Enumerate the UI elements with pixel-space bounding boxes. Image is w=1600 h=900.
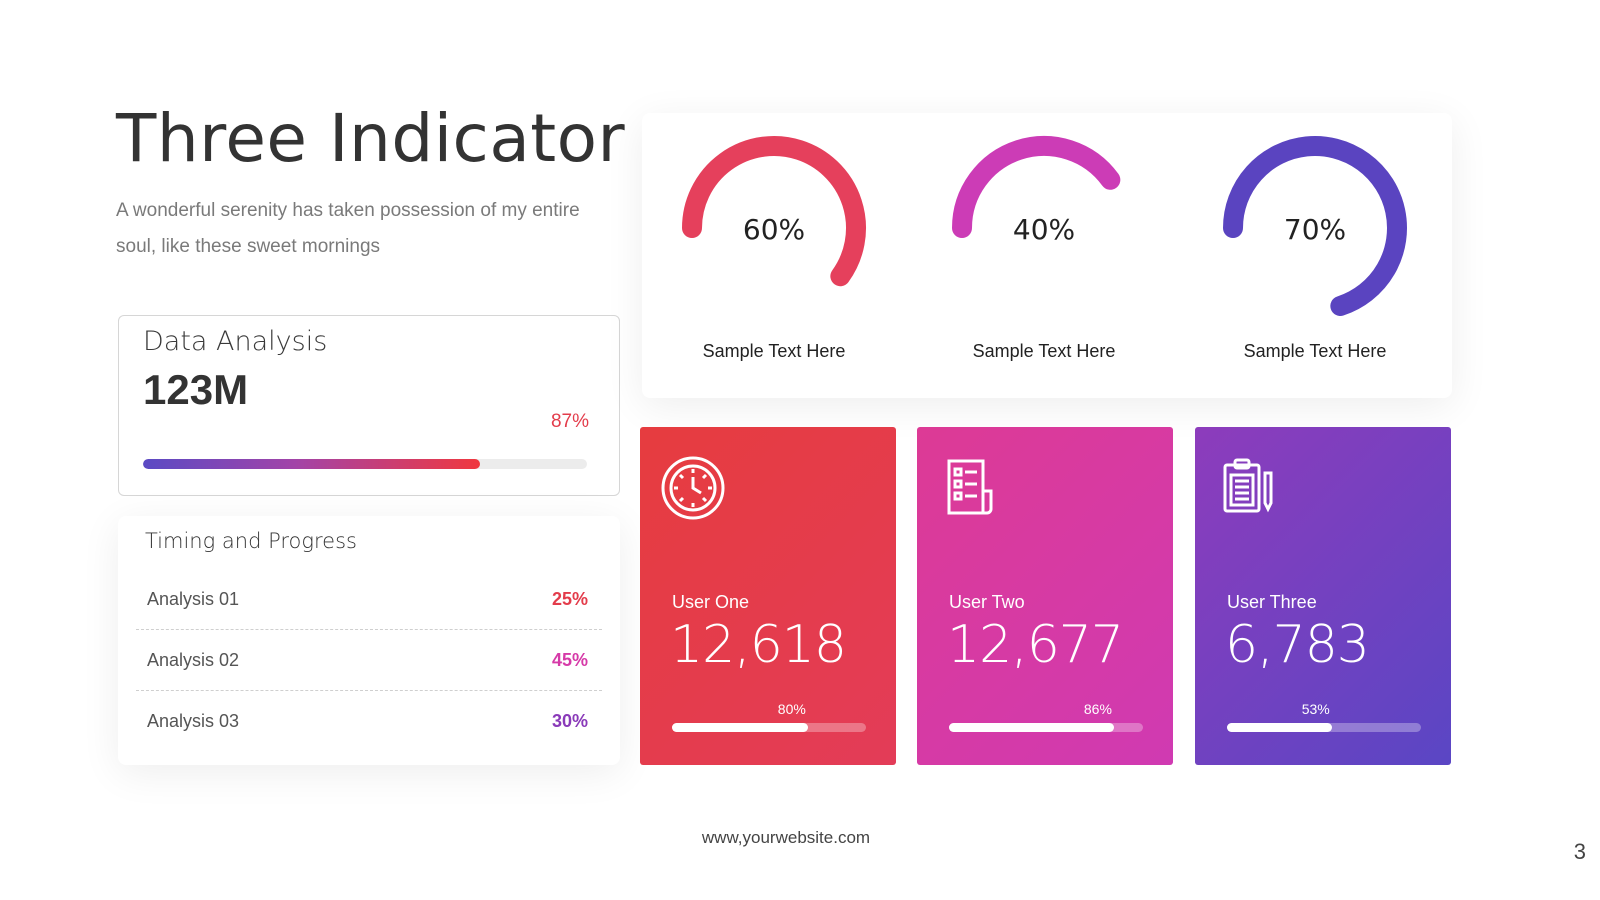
data-analysis-value: 123M [143,366,249,413]
gauge-2: 40% Sample Text Here [929,113,1159,398]
timing-row-name: Analysis 02 [147,650,240,670]
data-analysis-card: Data Analysis 123M 87% [118,315,620,496]
user-card-three: User Three 6,783 53% [1195,427,1451,765]
gauge-caption: Sample Text Here [1243,341,1387,361]
timing-row-value: 25% [551,589,588,609]
timing-row: Analysis 02 45% [136,631,602,691]
data-analysis-progress-track [143,459,587,469]
user-progress-track [949,723,1143,732]
timing-progress-card: Timing and Progress Analysis 01 25% Anal… [118,516,620,765]
checklist-icon [937,455,1003,521]
data-analysis-progress-fill [143,459,481,469]
gauge-arc [682,136,866,287]
timing-row: Analysis 03 30% [136,691,602,751]
user-progress-track [672,723,866,732]
gauge-ring [952,136,1121,238]
gauge-value: 70% [1283,213,1347,246]
gauge-arc [1223,136,1407,316]
clock-icon [660,455,726,521]
user-name: User Three [1227,592,1317,612]
user-name: User One [672,592,750,612]
user-card-two: User Two 12,677 86% [917,427,1173,765]
user-progress-fill [672,723,808,732]
gauge-1: 60% Sample Text Here [659,113,889,398]
data-analysis-percent: 87% [550,411,589,432]
timing-heading: Timing and Progress [145,529,357,553]
user-progress-fill [949,723,1114,732]
user-percent: 53% [1301,701,1330,717]
user-card-one: User One 12,618 80% [640,427,896,765]
timing-row-name: Analysis 01 [147,589,240,609]
gauge-panel: 60% Sample Text Here 40% Sample Text Her… [642,113,1452,398]
user-percent: 80% [777,701,806,717]
gauge-ring [682,136,866,287]
gauge-ring [1223,136,1407,316]
slide-subtitle: A wonderful serenity has taken possessio… [116,200,580,257]
gauge-3: 70% Sample Text Here [1200,113,1430,398]
user-progress-fill [1227,723,1332,732]
gauge-value: 40% [1012,213,1076,246]
gauge-value: 60% [742,213,806,246]
gauge-caption: Sample Text Here [972,341,1116,361]
user-percent: 86% [1083,701,1112,717]
clipboard-pencil-icon [1215,455,1281,521]
slide-title: Three Indicator [116,100,626,177]
timing-row-value: 45% [551,650,588,670]
timing-row-value: 30% [551,710,588,731]
user-number: 6,783 [1225,615,1370,675]
user-number: 12,677 [947,615,1124,675]
gauge-arc [952,136,1121,238]
data-analysis-label: Data Analysis [143,326,328,357]
page-number: 3 [1573,839,1586,864]
user-progress-track [1227,723,1421,732]
gauge-caption: Sample Text Here [702,341,846,361]
user-number: 12,618 [670,615,847,675]
footer-website: www,yourwebsite.com [701,828,871,847]
timing-row-name: Analysis 03 [147,710,240,731]
user-name: User Two [949,592,1025,612]
timing-row: Analysis 01 25% [136,570,602,630]
